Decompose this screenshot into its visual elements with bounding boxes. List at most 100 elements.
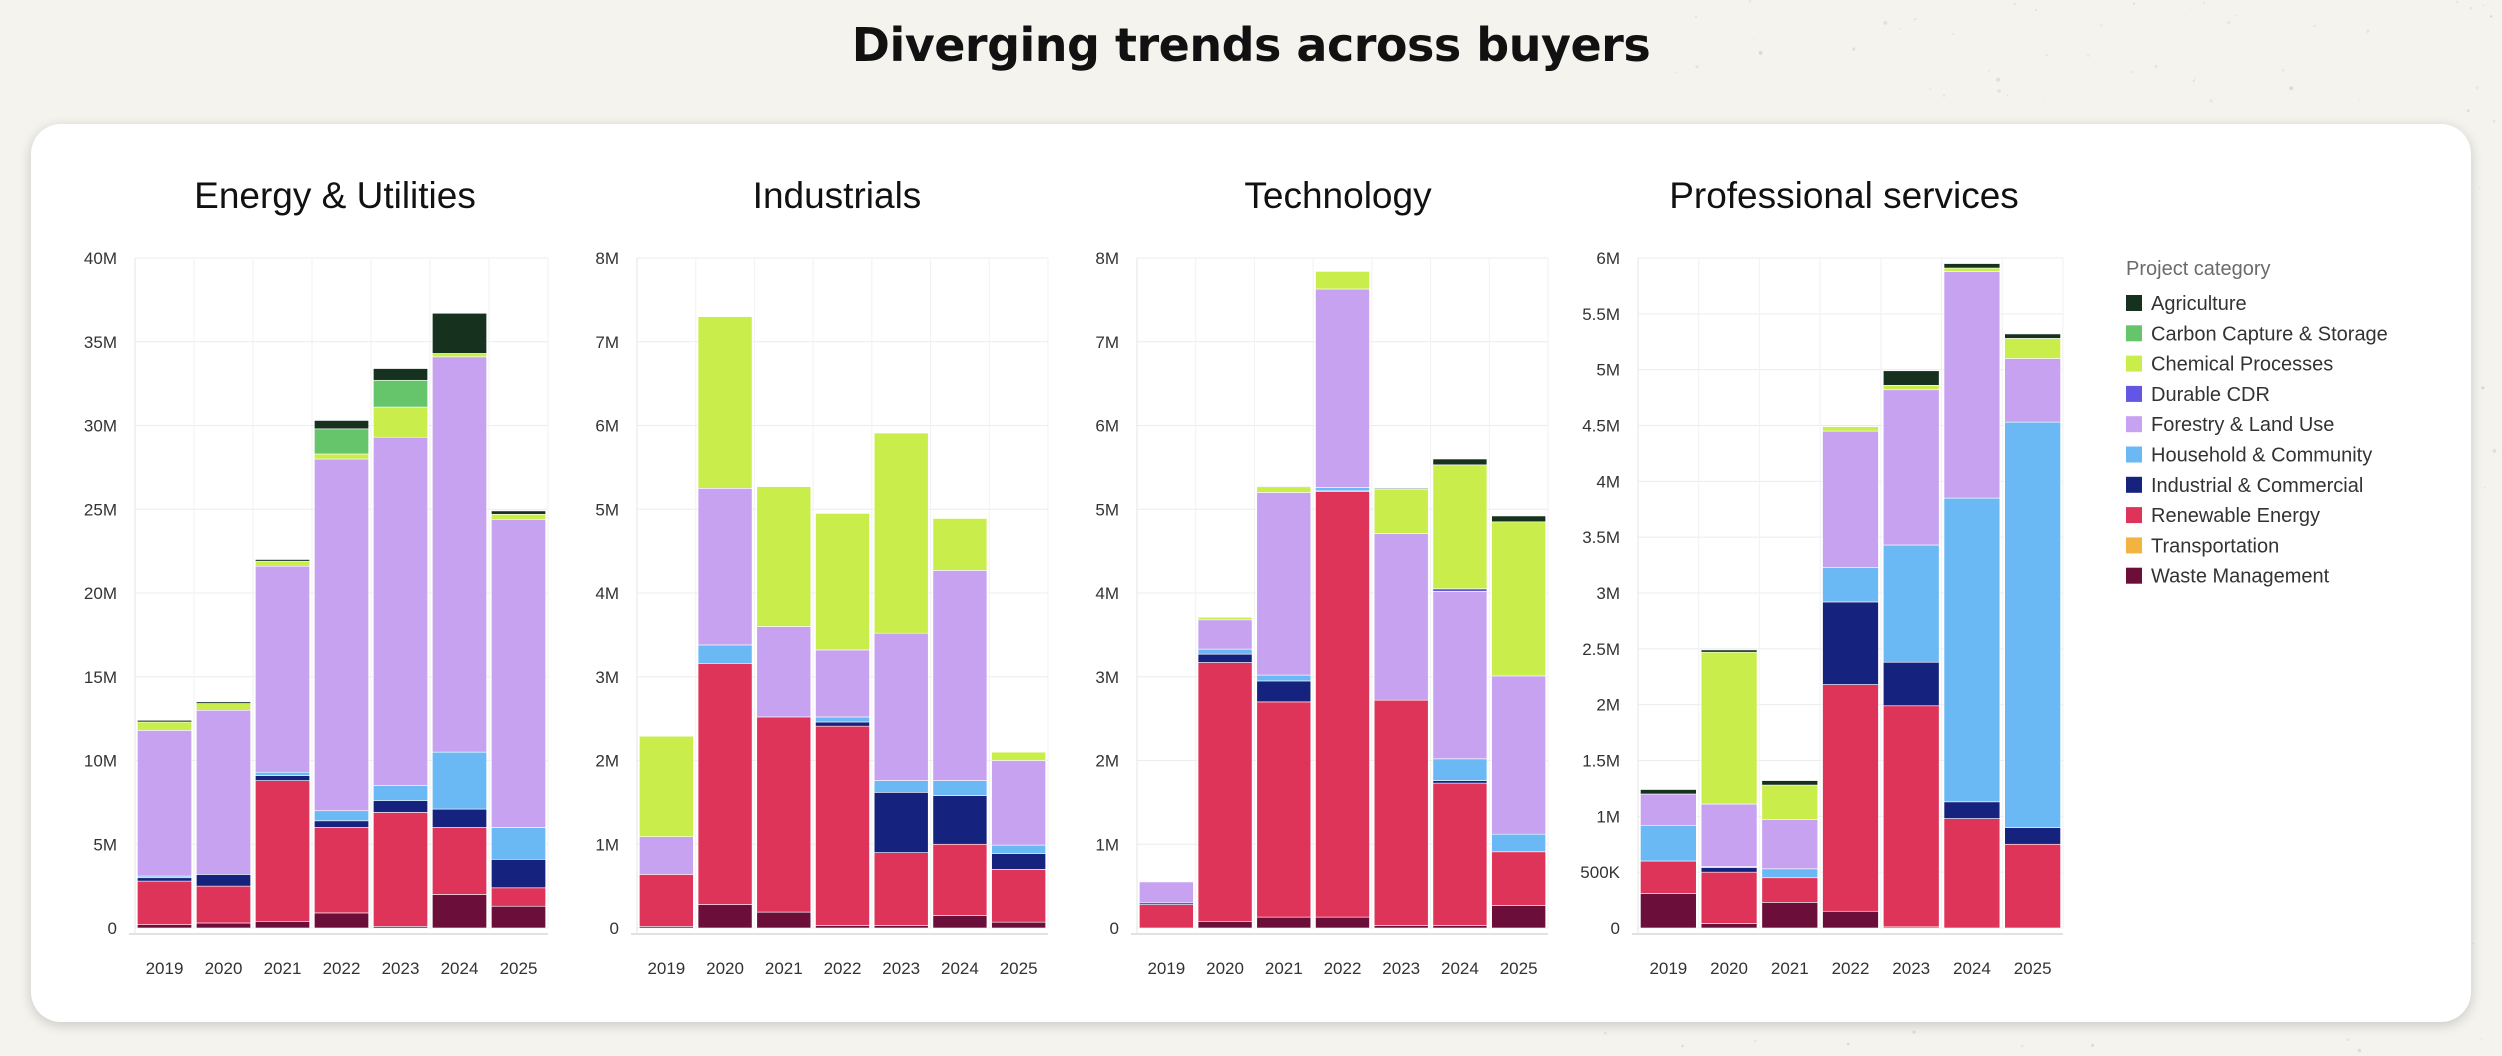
bar-segment-household-and-community[interactable] bbox=[1256, 674, 1312, 682]
bar-segment-agriculture[interactable] bbox=[373, 368, 428, 381]
bar-segment-forestry-and-land-use[interactable] bbox=[137, 730, 192, 877]
bar-segment-household-and-community[interactable] bbox=[1943, 497, 2001, 803]
bar-segment-forestry-and-land-use[interactable] bbox=[1882, 389, 1940, 546]
bar-segment-carbon-capture-and-storage[interactable] bbox=[314, 428, 369, 455]
legend-item-forestry-and-land-use[interactable]: Forestry & Land Use bbox=[2126, 414, 2334, 436]
bar-segment-renewable-energy[interactable] bbox=[373, 812, 428, 927]
bar-segment-industrial-and-commercial[interactable] bbox=[873, 792, 929, 853]
bar-segment-forestry-and-land-use[interactable] bbox=[991, 760, 1046, 846]
bar-segment-agriculture[interactable] bbox=[491, 510, 546, 515]
bar-segment-household-and-community[interactable] bbox=[873, 780, 929, 793]
bar-segment-renewable-energy[interactable] bbox=[314, 827, 369, 914]
bar-segment-forestry-and-land-use[interactable] bbox=[1640, 793, 1697, 826]
bar-segment-waste-management[interactable] bbox=[1640, 893, 1697, 929]
bar-segment-forestry-and-land-use[interactable] bbox=[2004, 358, 2061, 423]
bar-segment-agriculture[interactable] bbox=[432, 312, 487, 354]
bar-segment-industrial-and-commercial[interactable] bbox=[255, 775, 310, 781]
bar-segment-forestry-and-land-use[interactable] bbox=[255, 565, 310, 773]
bar-segment-carbon-capture-and-storage[interactable] bbox=[373, 379, 428, 408]
bar-segment-household-and-community[interactable] bbox=[1491, 833, 1546, 853]
bar-segment-industrial-and-commercial[interactable] bbox=[991, 853, 1046, 870]
bar-segment-household-and-community[interactable] bbox=[1761, 868, 1819, 879]
bar-segment-chemical-processes[interactable] bbox=[1491, 521, 1546, 677]
bar-segment-forestry-and-land-use[interactable] bbox=[932, 570, 988, 781]
bar-segment-chemical-processes[interactable] bbox=[1315, 271, 1370, 290]
bar-segment-household-and-community[interactable] bbox=[491, 827, 546, 860]
bar-segment-chemical-processes[interactable] bbox=[137, 721, 192, 731]
bar-segment-chemical-processes[interactable] bbox=[1197, 616, 1253, 621]
bar-segment-chemical-processes[interactable] bbox=[697, 316, 753, 489]
bar-segment-chemical-processes[interactable] bbox=[1700, 651, 1758, 805]
bar-segment-household-and-community[interactable] bbox=[815, 716, 870, 723]
bar-segment-forestry-and-land-use[interactable] bbox=[815, 649, 870, 718]
bar-segment-chemical-processes[interactable] bbox=[432, 353, 487, 358]
bar-segment-industrial-and-commercial[interactable] bbox=[932, 795, 988, 845]
bar-segment-forestry-and-land-use[interactable] bbox=[1491, 675, 1546, 835]
bar-segment-renewable-energy[interactable] bbox=[1640, 860, 1697, 894]
bar-segment-chemical-processes[interactable] bbox=[1373, 488, 1429, 534]
bar-segment-industrial-and-commercial[interactable] bbox=[432, 808, 487, 828]
bar-segment-household-and-community[interactable] bbox=[1315, 487, 1370, 492]
bar-segment-industrial-and-commercial[interactable] bbox=[137, 877, 192, 882]
bar-segment-agriculture[interactable] bbox=[1700, 649, 1758, 653]
bar-segment-chemical-processes[interactable] bbox=[1256, 487, 1312, 493]
bar-segment-industrial-and-commercial[interactable] bbox=[1943, 801, 2001, 819]
bar-segment-chemical-processes[interactable] bbox=[991, 751, 1046, 761]
bar-segment-industrial-and-commercial[interactable] bbox=[1822, 601, 1879, 685]
bar-segment-renewable-energy[interactable] bbox=[1822, 684, 1879, 912]
bar-segment-industrial-and-commercial[interactable] bbox=[1432, 780, 1488, 784]
bar-segment-agriculture[interactable] bbox=[137, 719, 192, 723]
bar-segment-forestry-and-land-use[interactable] bbox=[1761, 819, 1819, 870]
bar-segment-forestry-and-land-use[interactable] bbox=[491, 518, 546, 828]
bar-segment-chemical-processes[interactable] bbox=[873, 432, 929, 634]
bar-segment-renewable-energy[interactable] bbox=[491, 887, 546, 907]
bar-segment-renewable-energy[interactable] bbox=[873, 852, 929, 926]
bar-segment-waste-management[interactable] bbox=[1373, 925, 1429, 929]
bar-segment-agriculture[interactable] bbox=[2004, 333, 2061, 339]
bar-segment-waste-management[interactable] bbox=[491, 905, 546, 929]
bar-segment-renewable-energy[interactable] bbox=[1315, 491, 1370, 918]
bar-segment-durable-cdr[interactable] bbox=[1432, 588, 1488, 592]
bar-segment-chemical-processes[interactable] bbox=[1822, 426, 1879, 432]
bar-segment-agriculture[interactable] bbox=[314, 420, 369, 430]
bar-segment-chemical-processes[interactable] bbox=[1943, 267, 2001, 272]
bar-segment-forestry-and-land-use[interactable] bbox=[697, 488, 753, 646]
bar-segment-chemical-processes[interactable] bbox=[255, 560, 310, 567]
bar-segment-waste-management[interactable] bbox=[137, 924, 192, 929]
bar-segment-forestry-and-land-use[interactable] bbox=[196, 709, 251, 875]
bar-segment-household-and-community[interactable] bbox=[1197, 648, 1253, 655]
bar-segment-forestry-and-land-use[interactable] bbox=[1432, 591, 1488, 760]
bar-segment-household-and-community[interactable] bbox=[314, 810, 369, 822]
bar-segment-forestry-and-land-use[interactable] bbox=[1373, 533, 1429, 701]
legend-item-industrial-and-commercial[interactable]: Industrial & Commercial bbox=[2126, 475, 2363, 497]
bar-segment-waste-management[interactable] bbox=[196, 922, 251, 929]
legend-item-durable-cdr[interactable]: Durable CDR bbox=[2126, 384, 2270, 406]
bar-segment-agriculture[interactable] bbox=[1432, 458, 1488, 466]
bar-segment-waste-management[interactable] bbox=[1822, 910, 1879, 929]
bar-segment-renewable-energy[interactable] bbox=[1491, 851, 1546, 906]
bar-segment-waste-management[interactable] bbox=[1432, 925, 1488, 929]
bar-segment-forestry-and-land-use[interactable] bbox=[314, 458, 369, 812]
bar-segment-industrial-and-commercial[interactable] bbox=[1700, 867, 1758, 873]
bar-segment-household-and-community[interactable] bbox=[1432, 758, 1488, 781]
bar-segment-household-and-community[interactable] bbox=[373, 785, 428, 802]
bar-segment-household-and-community[interactable] bbox=[432, 751, 487, 810]
bar-segment-chemical-processes[interactable] bbox=[2004, 338, 2061, 359]
bar-segment-industrial-and-commercial[interactable] bbox=[2004, 827, 2061, 845]
bar-segment-industrial-and-commercial[interactable] bbox=[1882, 661, 1940, 707]
bar-segment-forestry-and-land-use[interactable] bbox=[873, 632, 929, 781]
legend-item-agriculture[interactable]: Agriculture bbox=[2126, 293, 2247, 315]
bar-segment-chemical-processes[interactable] bbox=[491, 513, 546, 520]
bar-segment-agriculture[interactable] bbox=[196, 701, 251, 704]
bar-segment-renewable-energy[interactable] bbox=[1197, 662, 1253, 922]
bar-segment-waste-management[interactable] bbox=[873, 925, 929, 929]
bar-segment-agriculture[interactable] bbox=[1491, 515, 1546, 523]
bar-segment-household-and-community[interactable] bbox=[1822, 567, 1879, 603]
bar-segment-household-and-community[interactable] bbox=[2004, 421, 2061, 828]
bar-segment-waste-management[interactable] bbox=[1197, 920, 1253, 929]
legend-item-renewable-energy[interactable]: Renewable Energy bbox=[2126, 505, 2320, 527]
bar-segment-renewable-energy[interactable] bbox=[815, 725, 870, 926]
bar-segment-agriculture[interactable] bbox=[1373, 488, 1429, 490]
bar-segment-waste-management[interactable] bbox=[1256, 916, 1312, 929]
bar-segment-waste-management[interactable] bbox=[697, 904, 753, 929]
